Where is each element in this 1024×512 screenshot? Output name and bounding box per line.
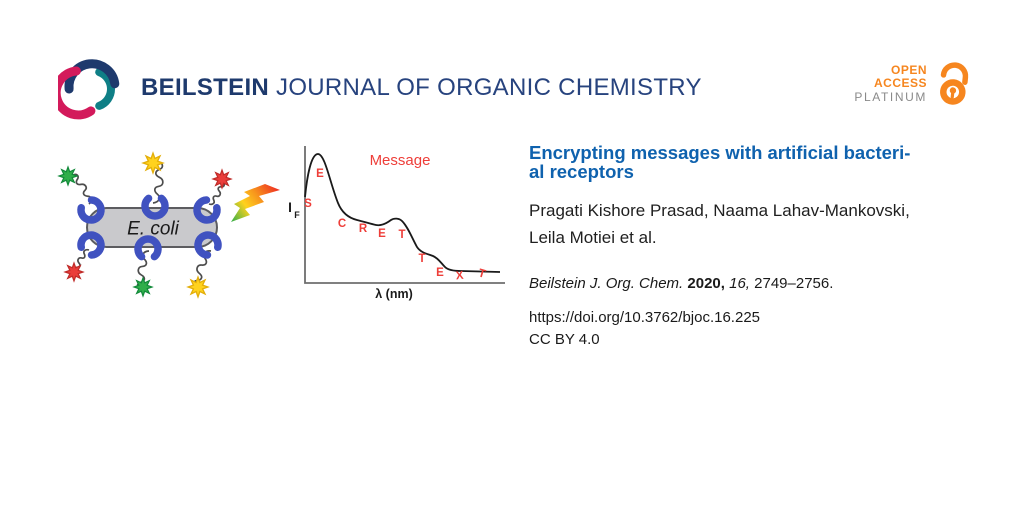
secret-letter: T xyxy=(418,253,425,265)
citation-pages: 2749–2756. xyxy=(754,275,834,292)
y-axis-label: I xyxy=(288,200,292,215)
y-axis-label-subscript: F xyxy=(294,210,300,220)
secret-letter: E xyxy=(316,168,324,180)
open-lock-icon xyxy=(940,62,969,105)
ecoli-illustration: E. coli xyxy=(58,152,280,298)
green-star-icon xyxy=(58,166,78,186)
article-title-line1: Encrypting messages with artificial bact… xyxy=(529,142,911,163)
open-access-line1: OPEN xyxy=(890,62,927,77)
secret-letter: X xyxy=(455,270,464,283)
secret-letter: S xyxy=(304,198,312,210)
article-citation: Beilstein J. Org. Chem. 2020, 16, 2749–2… xyxy=(529,275,994,292)
yellow-star-icon xyxy=(142,152,164,174)
secret-letters: S E C R E T T E X T xyxy=(304,168,487,282)
message-label: Message xyxy=(370,152,431,169)
citation-year: 2020, xyxy=(687,275,725,292)
article-authors: Pragati Kishore Prasad, Naama Lahav-Mank… xyxy=(529,197,994,251)
spectrum-curve xyxy=(304,153,501,273)
secret-letter: C xyxy=(338,218,346,230)
article-title[interactable]: Encrypting messages with artificial bact… xyxy=(529,143,994,181)
authors-line2: Leila Motiei et al. xyxy=(529,228,657,247)
ecoli-cell xyxy=(86,207,218,248)
green-star-icon xyxy=(133,277,153,297)
spectrum-chart: S E C R E T T E X T Message I F λ (nm) xyxy=(288,146,505,301)
red-star-icon xyxy=(212,169,232,189)
article-title-line2: al receptors xyxy=(529,161,634,182)
authors-line1: Pragati Kishore Prasad, Naama Lahav-Mank… xyxy=(529,201,910,220)
ecoli-cell-label: E. coli xyxy=(127,219,180,240)
journal-name-bold: BEILSTEIN xyxy=(141,74,270,101)
red-star-icon xyxy=(64,262,84,282)
article-license: CC BY 4.0 xyxy=(529,331,600,348)
citation-journal: Beilstein J. Org. Chem. xyxy=(529,275,684,292)
citation-volume: 16, xyxy=(729,275,750,292)
secret-letter: T xyxy=(398,229,405,241)
open-access-line3: PLATINUM xyxy=(854,89,927,104)
secret-letter: E xyxy=(378,228,386,240)
open-access-badge: OPEN ACCESS PLATINUM xyxy=(854,60,972,108)
open-access-line2: ACCESS xyxy=(873,76,927,91)
x-axis-label: λ (nm) xyxy=(375,287,413,301)
journal-name: BEILSTEIN JOURNAL OF ORGANIC CHEMISTRY xyxy=(141,74,702,102)
secret-letter: T xyxy=(477,267,487,280)
yellow-star-icon xyxy=(187,276,209,298)
lightning-bolt-icon xyxy=(231,184,280,222)
secret-letter: E xyxy=(436,267,444,279)
beilstein-logo-icon[interactable] xyxy=(58,56,126,120)
article-doi[interactable]: https://doi.org/10.3762/bjoc.16.225 xyxy=(529,309,761,326)
secret-letter: R xyxy=(359,223,368,235)
journal-name-rest: JOURNAL OF ORGANIC CHEMISTRY xyxy=(276,74,702,101)
open-access-text: OPEN ACCESS PLATINUM xyxy=(854,62,927,105)
article-info: Encrypting messages with artificial bact… xyxy=(529,143,994,348)
